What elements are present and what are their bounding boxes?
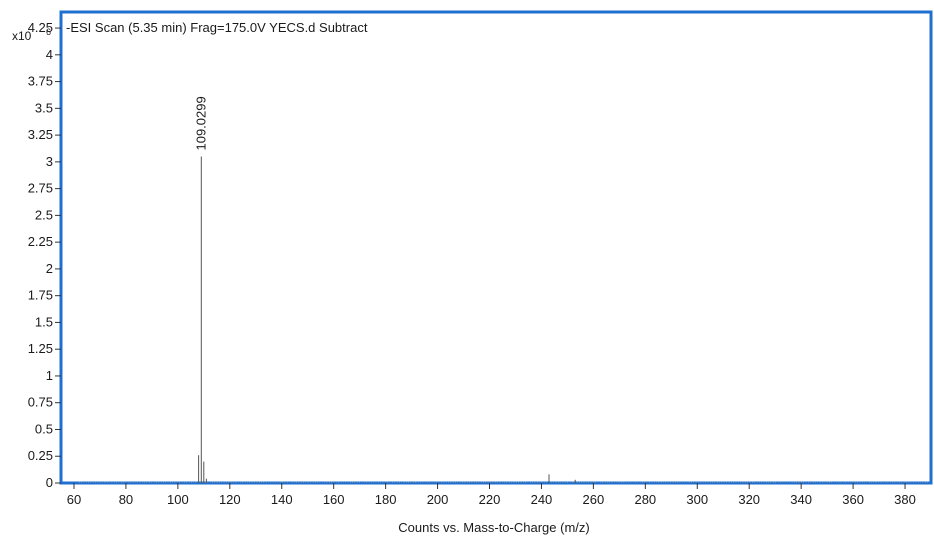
x-tick-label: 220 xyxy=(479,492,501,507)
y-tick-label: 3.25 xyxy=(28,127,53,142)
x-tick-label: 160 xyxy=(323,492,345,507)
x-tick-label: 380 xyxy=(894,492,916,507)
y-tick-label: 1.5 xyxy=(35,314,53,329)
x-tick-label: 80 xyxy=(119,492,133,507)
y-tick-label: 4 xyxy=(46,47,53,62)
baseline-noise xyxy=(78,481,928,483)
x-tick-label: 360 xyxy=(842,492,864,507)
peak-label: 109.0299 xyxy=(193,96,208,150)
plot-border xyxy=(59,10,933,485)
y-tick-label: 0.25 xyxy=(28,448,53,463)
x-tick-label: 260 xyxy=(583,492,605,507)
plot-frame xyxy=(59,10,933,485)
x-tick-label: 200 xyxy=(427,492,449,507)
y-tick-label: 0 xyxy=(46,475,53,490)
x-tick-label: 120 xyxy=(219,492,241,507)
y-axis-multiplier-exponent: 6 xyxy=(46,27,51,37)
y-tick-label: 4.25 xyxy=(28,20,53,35)
y-tick-label: 2.25 xyxy=(28,234,53,249)
x-tick-label: 280 xyxy=(634,492,656,507)
x-tick-label: 240 xyxy=(531,492,553,507)
peak-labels-layer: 109.0299 xyxy=(193,96,208,150)
y-tick-label: 0.5 xyxy=(35,421,53,436)
y-tick-label: 3.5 xyxy=(35,100,53,115)
x-tick-label: 60 xyxy=(67,492,81,507)
x-axis: 60 80 100 120 140 160 180 200 220 240 260 280 300 320… xyxy=(67,483,916,507)
x-tick-label: 320 xyxy=(738,492,760,507)
y-tick-label: 1.75 xyxy=(28,288,53,303)
y-tick-label: 3 xyxy=(46,154,53,169)
x-tick-label: 140 xyxy=(271,492,293,507)
y-tick-label: 2.75 xyxy=(28,181,53,196)
x-tick-label: 180 xyxy=(375,492,397,507)
y-tick-label: 2 xyxy=(46,261,53,276)
y-tick-label: 0.75 xyxy=(28,395,53,410)
x-tick-label: 100 xyxy=(167,492,189,507)
y-axis-multiplier: x10 xyxy=(12,29,32,43)
x-tick-label: 340 xyxy=(790,492,812,507)
x-axis-label: Counts vs. Mass-to-Charge (m/z) xyxy=(398,520,589,535)
x-tick-label: 300 xyxy=(686,492,708,507)
peaks-layer xyxy=(198,156,576,483)
y-axis: 0 0.25 0.5 0.75 1 1.25 1.5 1.75 2 2.25 2.5 2.75 3 3.2… xyxy=(28,20,61,490)
y-tick-label: 1.25 xyxy=(28,341,53,356)
y-tick-label: 3.75 xyxy=(28,74,53,89)
y-tick-label: 2.5 xyxy=(35,207,53,222)
chart-title: -ESI Scan (5.35 min) Frag=175.0V YECS.d … xyxy=(66,20,368,35)
y-tick-label: 1 xyxy=(46,368,53,383)
